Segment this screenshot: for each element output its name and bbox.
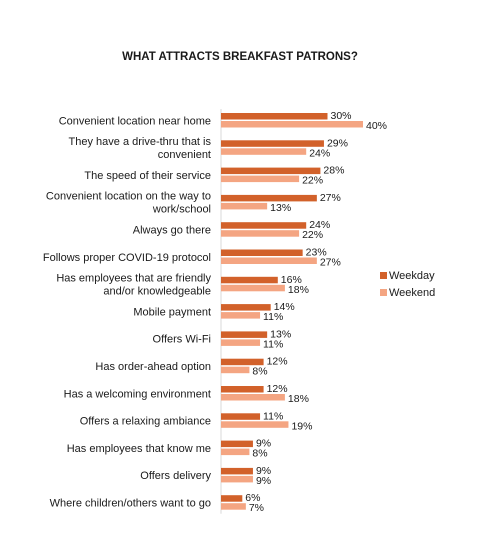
category-label: Has a welcoming environment xyxy=(64,388,211,400)
category-label: The speed of their service xyxy=(84,170,211,182)
data-label-weekday: 16% xyxy=(281,274,302,286)
bar-weekday xyxy=(221,140,324,147)
category-label: Follows proper COVID-19 protocol xyxy=(43,252,211,264)
data-label-weekend: 18% xyxy=(288,284,309,296)
bar-weekend xyxy=(221,475,253,483)
category-label: Mobile payment xyxy=(133,306,211,318)
data-label-weekend: 22% xyxy=(302,229,323,241)
bar-weekday xyxy=(221,249,303,256)
bar-weekend xyxy=(221,394,285,401)
data-label-weekend: 11% xyxy=(263,338,283,350)
legend-swatch-weekend xyxy=(380,289,387,296)
bar-weekend xyxy=(221,284,285,292)
data-label-weekday: 28% xyxy=(323,165,344,177)
bar-weekend xyxy=(221,257,317,264)
bar-weekend xyxy=(221,448,250,456)
data-label-weekend: 22% xyxy=(302,175,323,187)
data-label-weekday: 11% xyxy=(263,410,283,422)
data-label-weekday: 29% xyxy=(327,137,348,149)
data-label-weekend: 13% xyxy=(270,202,291,214)
bar-weekend xyxy=(221,366,250,374)
data-label-weekday: 27% xyxy=(320,192,341,204)
category-label: Convenient location near home xyxy=(59,115,211,127)
data-label-weekend: 11% xyxy=(263,311,283,323)
data-label-weekend: 27% xyxy=(320,257,341,269)
data-label-weekday: 24% xyxy=(309,219,330,231)
bar-weekend xyxy=(221,202,268,210)
category-label: They have a drive-thru that is convenient xyxy=(69,136,212,161)
bar-weekend xyxy=(221,339,261,346)
bar-weekday xyxy=(221,304,271,311)
category-label: Has employees that are friendly and/or kn… xyxy=(56,273,211,298)
bar-weekday xyxy=(221,413,261,420)
bar-weekday xyxy=(221,440,253,448)
category-label: Has employees that know me xyxy=(67,443,211,455)
data-label-weekday: 9% xyxy=(256,438,271,450)
bar-weekday xyxy=(221,113,328,120)
legend-label-weekday: Weekday xyxy=(389,270,435,282)
data-label-weekday: 23% xyxy=(306,247,327,259)
category-label: Always go there xyxy=(133,224,211,236)
data-label-weekday: 6% xyxy=(245,492,260,504)
data-label-weekend: 19% xyxy=(291,420,312,432)
data-label-weekend: 8% xyxy=(252,448,267,460)
category-label: Offers a relaxing ambiance xyxy=(80,416,211,428)
data-label-weekday: 30% xyxy=(331,110,352,122)
bar-weekend xyxy=(221,421,289,428)
bar-weekday xyxy=(221,194,317,202)
data-label-weekday: 9% xyxy=(256,465,271,477)
data-label-weekend: 8% xyxy=(252,366,267,378)
category-label: Has order-ahead option xyxy=(95,361,211,373)
category-label: Offers delivery xyxy=(140,470,211,482)
legend-swatch-weekday xyxy=(380,272,387,279)
data-label-weekend: 9% xyxy=(256,475,271,487)
bar-weekday xyxy=(221,495,243,502)
bar-weekend xyxy=(221,230,300,237)
bar-weekday xyxy=(221,331,268,338)
data-label-weekend: 7% xyxy=(249,502,264,514)
data-label-weekend: 24% xyxy=(309,147,330,159)
chart-title: WHAT ATTRACTS BREAKFAST PATRONS? xyxy=(122,51,358,63)
bar-weekend xyxy=(221,121,363,128)
data-label-weekday: 14% xyxy=(274,301,295,313)
bar-weekday xyxy=(221,386,264,393)
bar-weekday xyxy=(221,358,264,366)
category-label: Where children/others want to go xyxy=(50,497,211,509)
bar-weekend xyxy=(221,148,307,155)
bar-weekday xyxy=(221,222,307,229)
data-label-weekend: 40% xyxy=(366,120,387,132)
data-label-weekend: 18% xyxy=(288,393,309,405)
bar-weekday xyxy=(221,276,278,284)
bar-weekend xyxy=(221,175,300,183)
bar-weekend xyxy=(221,312,261,319)
category-label: Convenient location on the way to work/sc… xyxy=(46,191,211,216)
category-label: Offers Wi-Fi xyxy=(153,334,211,346)
bar-weekend xyxy=(221,503,246,510)
legend-label-weekend: Weekend xyxy=(389,287,435,299)
data-label-weekday: 13% xyxy=(270,328,291,340)
data-label-weekday: 12% xyxy=(267,383,288,395)
bar-weekday xyxy=(221,167,321,175)
bar-weekday xyxy=(221,467,253,475)
data-label-weekday: 12% xyxy=(267,356,288,368)
